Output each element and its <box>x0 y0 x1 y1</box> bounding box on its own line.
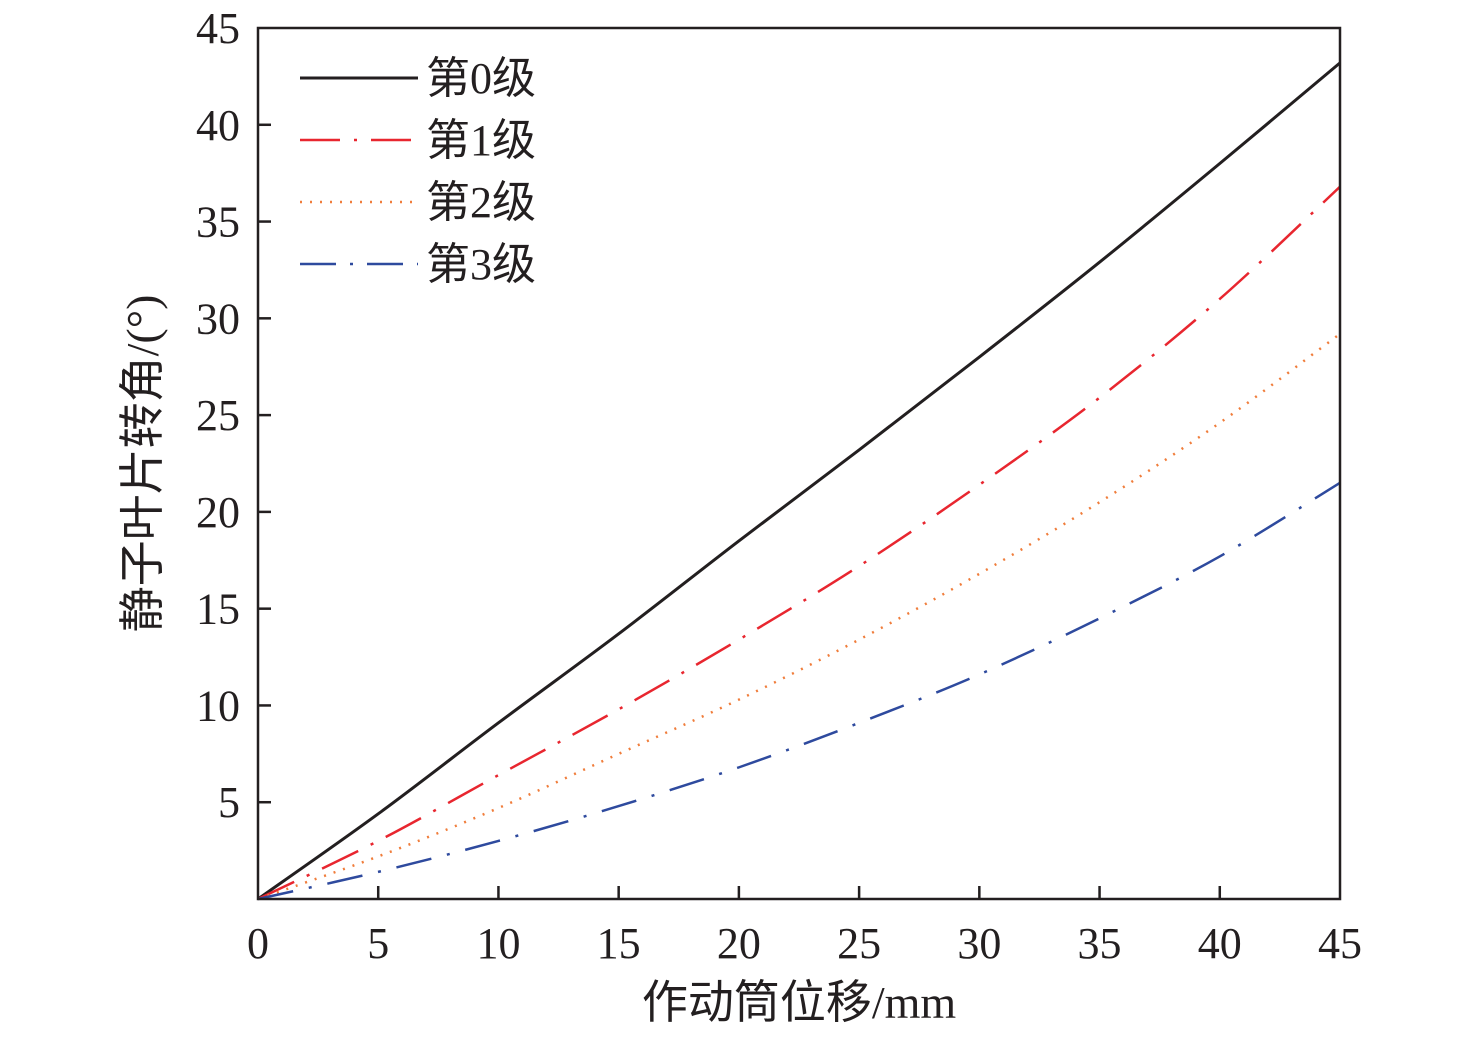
series-line-3 <box>257 481 1341 901</box>
y-tick-label: 25 <box>196 391 240 440</box>
x-tick-label: 40 <box>1198 919 1242 968</box>
legend-label-0: 第0级 <box>426 54 536 103</box>
y-tick-label: 20 <box>196 488 240 537</box>
ticks-layer: 0 5 10 15 20 25 30 35 40 45 5 10 15 20 25 30 35 40 45 <box>196 4 1362 968</box>
y-tick-label: 5 <box>218 778 240 827</box>
x-tick-label: 5 <box>367 919 389 968</box>
x-tick-label: 30 <box>957 919 1001 968</box>
series-line-2 <box>257 332 1341 901</box>
x-tick-label: 15 <box>597 919 641 968</box>
y-tick-label: 40 <box>196 101 240 150</box>
plot-frame <box>256 26 1342 901</box>
legend-label-2: 第2级 <box>426 178 536 227</box>
y-axis-label: 静子叶片转角/(°) <box>117 295 168 633</box>
series-line-1 <box>257 185 1341 901</box>
y-tick-label: 35 <box>196 198 240 247</box>
series-layer <box>257 61 1341 901</box>
x-axis-label: 作动筒位移/mm <box>642 977 957 1028</box>
y-tick-label: 30 <box>196 294 240 343</box>
y-tick-label: 15 <box>196 585 240 634</box>
x-tick-label: 20 <box>717 919 761 968</box>
x-tick-label: 10 <box>476 919 520 968</box>
x-tick-label: 0 <box>247 919 269 968</box>
y-tick-label: 45 <box>196 4 240 53</box>
series-line-0 <box>257 61 1341 901</box>
x-tick-label: 45 <box>1318 919 1362 968</box>
x-tick-label: 25 <box>837 919 881 968</box>
legend-label-3: 第3级 <box>426 240 536 289</box>
x-tick-label: 35 <box>1078 919 1122 968</box>
legend-label-1: 第1级 <box>426 116 536 165</box>
y-tick-label: 10 <box>196 681 240 730</box>
